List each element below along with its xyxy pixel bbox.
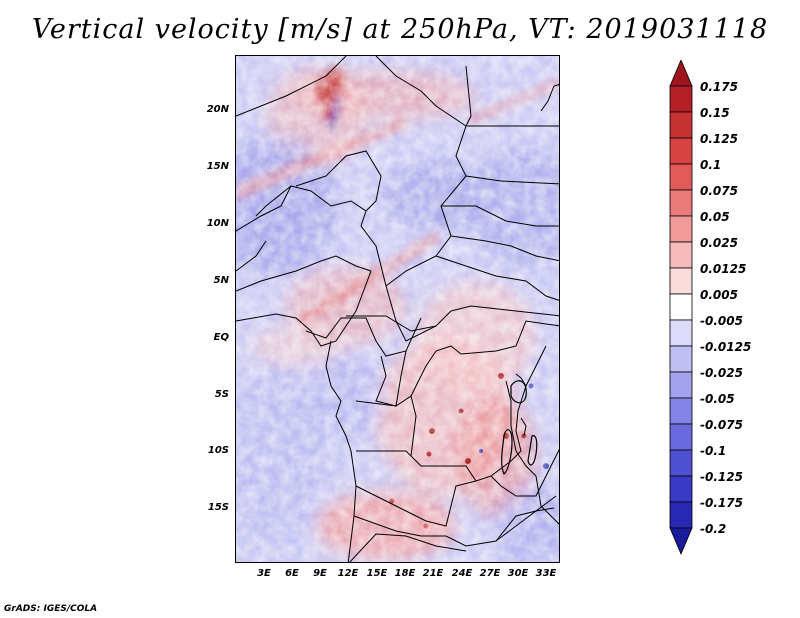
colorbar-segment — [669, 371, 693, 399]
lon-label-12e: 12E — [337, 568, 359, 579]
colorbar-label: 0.15 — [700, 106, 730, 120]
colorbar-segment — [669, 215, 693, 243]
lon-label-3e: 3E — [257, 568, 271, 579]
colorbar-segment — [669, 423, 693, 451]
coastlines-and-borders — [236, 56, 559, 562]
lon-label-30e: 30E — [507, 568, 529, 579]
colorbar-segment — [669, 137, 693, 165]
lat-label-20n: 20N — [206, 104, 229, 115]
colorbar-segment — [669, 163, 693, 191]
colorbar — [669, 60, 693, 556]
lon-label-33e: 33E — [535, 568, 557, 579]
colorbar-label: 0.0125 — [700, 262, 747, 276]
map-title: Vertical velocity [m/s] at 250hPa, VT: 2… — [31, 14, 769, 45]
lat-label-eq: EQ — [213, 332, 229, 343]
colorbar-segment — [669, 319, 693, 347]
colorbar-label: 0.025 — [700, 236, 738, 250]
colorbar-label: -0.2 — [700, 522, 727, 536]
colorbar-segment — [669, 397, 693, 425]
lat-label-5n: 5N — [213, 275, 229, 286]
colorbar-segment — [669, 189, 693, 217]
colorbar-label: 0.1 — [700, 158, 722, 172]
colorbar-label: 0.125 — [700, 132, 738, 146]
lon-label-9e: 9E — [313, 568, 327, 579]
colorbar-segment — [669, 85, 693, 113]
colorbar-label: -0.0125 — [700, 340, 752, 354]
lat-label-10s: 10S — [207, 445, 229, 456]
field-texture — [236, 56, 559, 562]
colorbar-segment — [669, 449, 693, 477]
colorbar-label: -0.075 — [700, 418, 743, 432]
colorbar-segment — [669, 111, 693, 139]
colorbar-label: -0.125 — [700, 470, 743, 484]
colorbar-segment — [669, 293, 693, 321]
map-panel — [235, 55, 560, 563]
colorbar-label: -0.005 — [700, 314, 743, 328]
colorbar-segment — [669, 475, 693, 503]
lakes — [501, 380, 538, 475]
colorbar-segment — [669, 267, 693, 295]
lat-label-15n: 15N — [206, 161, 229, 172]
colorbar-label: -0.05 — [700, 392, 735, 406]
grads-credit: GrADS: IGES/COLA — [4, 604, 98, 614]
colorbar-label: -0.175 — [700, 496, 743, 510]
colorbar-label: 0.175 — [700, 80, 738, 94]
colorbar-label: 0.075 — [700, 184, 738, 198]
lon-label-18e: 18E — [394, 568, 416, 579]
lon-label-27e: 27E — [479, 568, 501, 579]
lon-label-24e: 24E — [451, 568, 473, 579]
colorbar-segment — [669, 241, 693, 269]
colorbar-segment — [669, 527, 693, 556]
colorbar-segment — [669, 60, 693, 87]
lon-label-6e: 6E — [285, 568, 299, 579]
colorbar-label: -0.1 — [700, 444, 727, 458]
lon-label-15e: 15E — [366, 568, 388, 579]
colorbar-label: -0.025 — [700, 366, 743, 380]
lat-label-15s: 15S — [207, 502, 229, 513]
lat-label-10n: 10N — [206, 218, 229, 229]
lon-label-21e: 21E — [422, 568, 444, 579]
colorbar-segment — [669, 345, 693, 373]
colorbar-label: 0.005 — [700, 288, 738, 302]
colorbar-label: 0.05 — [700, 210, 730, 224]
lat-label-5s: 5S — [214, 389, 229, 400]
map-canvas — [236, 56, 559, 562]
colorbar-segment — [669, 501, 693, 529]
